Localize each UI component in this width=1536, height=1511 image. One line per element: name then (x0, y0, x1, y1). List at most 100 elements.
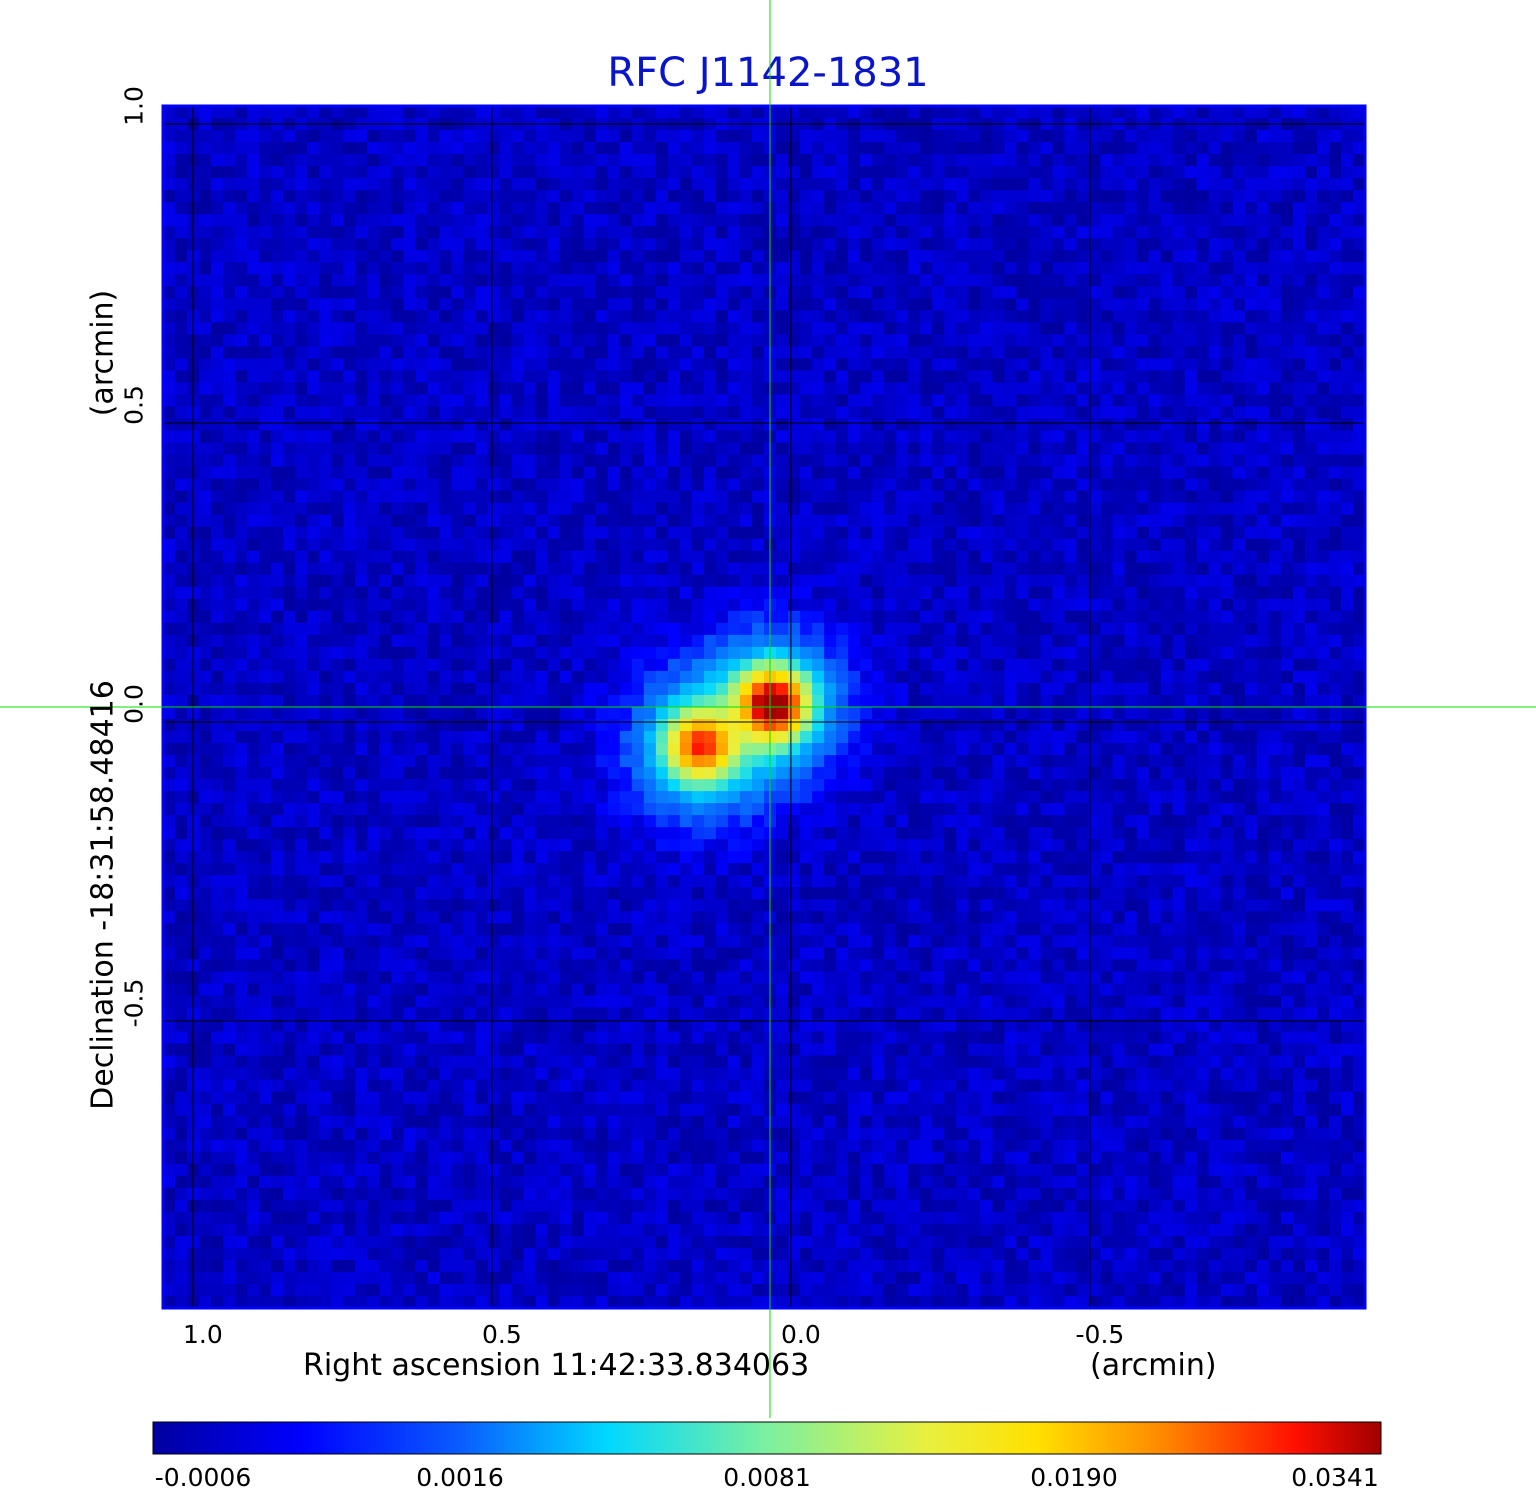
heatmap-cell (415, 658, 429, 672)
heatmap-cell (211, 334, 224, 347)
heatmap-cell (800, 598, 813, 612)
heatmap-cell (487, 262, 501, 275)
heatmap-cell (788, 478, 801, 492)
heatmap-cell (1076, 310, 1090, 323)
heatmap-cell (235, 478, 248, 492)
heatmap-cell (475, 526, 489, 540)
heatmap-cell (932, 106, 945, 119)
heatmap-cell (860, 574, 873, 588)
heatmap-cell (1136, 694, 1150, 708)
heatmap-cell (307, 598, 320, 612)
heatmap-cell (595, 202, 609, 215)
heatmap-cell (535, 502, 549, 516)
heatmap-cell (1352, 382, 1366, 396)
heatmap-cell (1304, 490, 1318, 504)
heatmap-cell (499, 526, 513, 540)
heatmap-cell (271, 490, 284, 504)
heatmap-cell (1136, 286, 1150, 299)
heatmap-cell (1004, 382, 1018, 396)
heatmap-cell (1292, 478, 1306, 492)
heatmap-cell (1232, 442, 1246, 456)
heatmap-cell (1256, 298, 1270, 311)
heatmap-cell (199, 550, 212, 564)
heatmap-cell (223, 514, 236, 528)
heatmap-cell (1316, 490, 1330, 504)
heatmap-cell (427, 634, 441, 648)
heatmap-cell (1028, 454, 1042, 468)
heatmap-cell (463, 682, 477, 696)
heatmap-cell (860, 430, 873, 444)
heatmap-cell (523, 394, 537, 408)
heatmap-cell (259, 166, 272, 179)
heatmap-cell (367, 334, 380, 347)
heatmap-cell (667, 130, 681, 143)
heatmap-cell (1244, 202, 1258, 215)
heatmap-cell (367, 574, 380, 588)
heatmap-cell (920, 142, 933, 155)
heatmap-cell (884, 658, 897, 672)
heatmap-cell (511, 154, 525, 167)
heatmap-cell (271, 106, 284, 119)
heatmap-cell (1088, 394, 1102, 408)
heatmap-cell (848, 334, 861, 347)
heatmap-cell (1004, 490, 1018, 504)
heatmap-cell (199, 190, 212, 203)
heatmap-cell (523, 658, 537, 672)
heatmap-cell (1292, 430, 1306, 444)
heatmap-cell (908, 646, 921, 660)
heatmap-cell (463, 550, 477, 564)
heatmap-cell (860, 466, 873, 480)
heatmap-cell (607, 562, 621, 576)
heatmap-cell (295, 370, 308, 384)
heatmap-cell (884, 466, 897, 480)
heatmap-cell (872, 190, 885, 203)
heatmap-cell (1172, 502, 1186, 516)
heatmap-cell (751, 370, 765, 384)
heatmap-cell (391, 214, 404, 227)
heatmap-cell (523, 298, 537, 311)
heatmap-cell (1124, 682, 1138, 696)
heatmap-cell (751, 262, 765, 275)
heatmap-cell (283, 106, 296, 119)
heatmap-cell (343, 298, 356, 311)
heatmap-cell (739, 646, 753, 660)
heatmap-cell (691, 454, 705, 468)
heatmap-cell (1172, 610, 1186, 624)
heatmap-cell (247, 298, 260, 311)
heatmap-cell (415, 418, 429, 432)
heatmap-cell (343, 106, 356, 119)
heatmap-cell (1196, 682, 1210, 696)
heatmap-cell (583, 370, 597, 384)
heatmap-cell (223, 502, 236, 516)
heatmap-cell (595, 310, 609, 323)
heatmap-cell (1148, 478, 1162, 492)
heatmap-cell (944, 682, 957, 696)
heatmap-cell (848, 694, 861, 708)
heatmap-cell (1088, 514, 1102, 528)
heatmap-cell (451, 574, 465, 588)
heatmap-cell (1184, 514, 1198, 528)
heatmap-cell (1352, 418, 1366, 432)
heatmap-cell (1088, 298, 1102, 311)
heatmap-cell (872, 550, 885, 564)
heatmap-cell (1052, 166, 1066, 179)
heatmap-cell (1196, 214, 1210, 227)
heatmap-cell (968, 202, 981, 215)
heatmap-cell (968, 454, 981, 468)
heatmap-cell (944, 598, 957, 612)
heatmap-cell (403, 466, 417, 480)
heatmap-cell (727, 238, 741, 251)
heatmap-cell (1136, 538, 1150, 552)
heatmap-cell (727, 166, 741, 179)
heatmap-cell (271, 286, 284, 299)
heatmap-cell (1112, 406, 1126, 420)
heatmap-cell (968, 286, 981, 299)
heatmap-cell (1088, 142, 1102, 155)
heatmap-cell (1004, 466, 1018, 480)
heatmap-cell (1088, 526, 1102, 540)
heatmap-cell (992, 550, 1005, 564)
heatmap-cell (571, 622, 585, 636)
heatmap-cell (800, 106, 813, 119)
heatmap-cell (1196, 262, 1210, 275)
heatmap-cell (691, 394, 705, 408)
